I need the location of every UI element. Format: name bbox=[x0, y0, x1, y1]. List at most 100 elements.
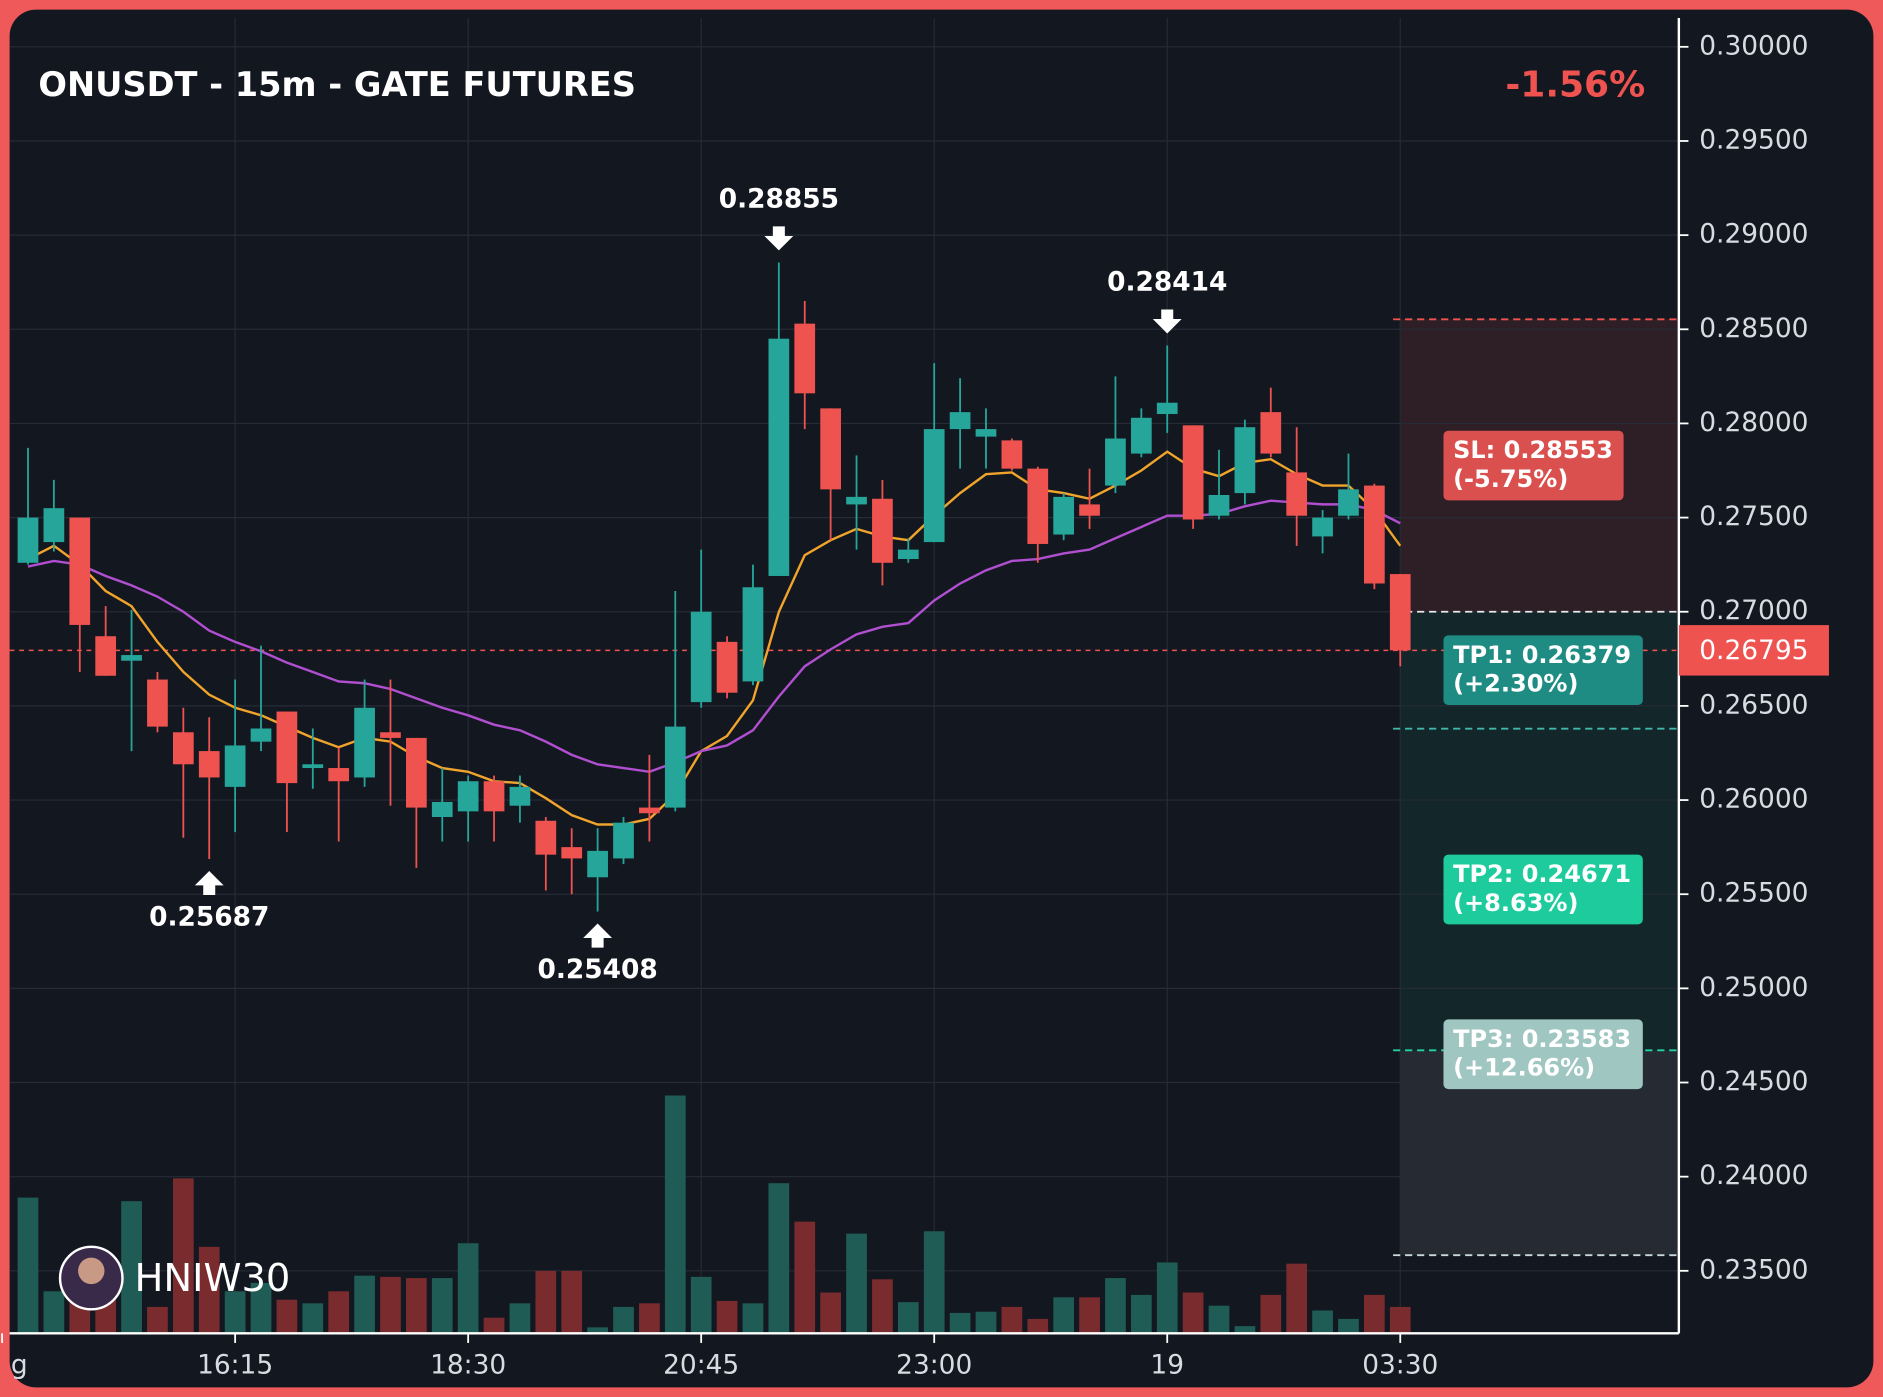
candle-body bbox=[1053, 496, 1075, 535]
volume-bar bbox=[716, 1300, 738, 1334]
volume-bar bbox=[380, 1276, 401, 1334]
volume-bar bbox=[1260, 1294, 1282, 1334]
candle-body bbox=[639, 807, 660, 814]
volume-bar bbox=[483, 1317, 505, 1334]
volume-bar bbox=[1234, 1326, 1256, 1334]
volume-bar bbox=[1053, 1297, 1075, 1334]
volume-bar bbox=[897, 1302, 919, 1334]
volume-bar bbox=[587, 1327, 608, 1334]
y-tick-label: 0.25500 bbox=[1699, 878, 1808, 909]
volume-bar bbox=[794, 1221, 816, 1334]
annotation-arrow bbox=[583, 923, 613, 948]
level-label-box bbox=[1443, 635, 1643, 706]
volume-bar bbox=[43, 1291, 65, 1334]
candle-body bbox=[1234, 427, 1256, 494]
x-tick-label: 20:45 bbox=[663, 1349, 739, 1380]
volume-bar bbox=[872, 1279, 893, 1334]
volume-bar bbox=[1364, 1294, 1385, 1334]
candle-body bbox=[1312, 517, 1333, 537]
annotation-arrow bbox=[194, 871, 224, 896]
volume-bar bbox=[923, 1231, 945, 1334]
volume-bar bbox=[742, 1303, 764, 1334]
moving-average bbox=[27, 450, 1402, 826]
volume-bar bbox=[1389, 1306, 1411, 1334]
volume-bar bbox=[561, 1270, 583, 1334]
candle-body bbox=[1105, 438, 1126, 486]
y-tick-label: 0.27000 bbox=[1699, 595, 1808, 626]
candle-body bbox=[846, 496, 867, 505]
volume-bar bbox=[1105, 1278, 1126, 1334]
volume-bar bbox=[820, 1292, 841, 1334]
candle-body bbox=[1364, 485, 1385, 584]
volume-bar bbox=[1027, 1318, 1049, 1334]
candle-body bbox=[1286, 472, 1308, 516]
volume-bar bbox=[975, 1311, 997, 1334]
watermark: HNIW30 bbox=[135, 1256, 291, 1301]
candle-body bbox=[1001, 440, 1023, 469]
volume-bar bbox=[431, 1278, 453, 1334]
candle-body bbox=[276, 711, 298, 784]
candle-body bbox=[380, 732, 401, 738]
volume-bar bbox=[1208, 1305, 1230, 1334]
y-tick-label: 0.26000 bbox=[1699, 784, 1808, 815]
candle-body bbox=[224, 745, 246, 787]
y-tick-label: 0.25000 bbox=[1699, 972, 1808, 1003]
candle-body bbox=[172, 732, 194, 765]
candle-body bbox=[302, 764, 324, 769]
volume-bar bbox=[1156, 1262, 1178, 1334]
candle-body bbox=[768, 338, 790, 576]
candle-body bbox=[1156, 402, 1178, 415]
volume-bar bbox=[639, 1303, 660, 1334]
candle-body bbox=[820, 408, 841, 490]
volume-bar bbox=[328, 1291, 350, 1334]
candle-body bbox=[1338, 489, 1359, 516]
candle-body bbox=[95, 636, 117, 676]
annotation-label: 0.28414 bbox=[1107, 267, 1227, 298]
x-tick-label: 18:30 bbox=[430, 1349, 506, 1380]
volume-bar bbox=[509, 1303, 531, 1334]
candle-body bbox=[250, 728, 272, 742]
candle-body bbox=[872, 498, 893, 563]
level-label: TP3: 0.23583 bbox=[1453, 1025, 1631, 1053]
candle-body bbox=[43, 508, 65, 543]
candle-body bbox=[198, 751, 220, 778]
candle-body bbox=[1027, 468, 1049, 544]
level-sublabel: (+12.66%) bbox=[1453, 1054, 1595, 1082]
level-sublabel: (-5.75%) bbox=[1453, 465, 1568, 493]
chart-title: ONUSDT - 15m - GATE FUTURES bbox=[38, 65, 636, 104]
volume-bar bbox=[664, 1095, 686, 1334]
candle-body bbox=[897, 549, 919, 560]
moving-average bbox=[27, 499, 1401, 774]
volume-bar bbox=[354, 1275, 375, 1334]
volume-bar bbox=[690, 1276, 712, 1334]
volume-bar bbox=[1286, 1263, 1308, 1334]
level-label-box bbox=[1443, 1019, 1643, 1090]
y-tick-label: 0.24000 bbox=[1699, 1160, 1808, 1191]
volume-bar bbox=[172, 1178, 194, 1334]
candle-body bbox=[794, 323, 816, 394]
x-tick-label: 16:15 bbox=[197, 1349, 273, 1380]
volume-bar bbox=[406, 1278, 427, 1334]
candle-body bbox=[1389, 574, 1411, 651]
candle-body bbox=[716, 641, 738, 693]
last-price-box bbox=[1678, 625, 1829, 676]
volume-bar bbox=[457, 1243, 479, 1334]
level-label: TP1: 0.26379 bbox=[1453, 641, 1631, 669]
last-price-label: 0.26795 bbox=[1699, 635, 1808, 666]
y-tick-label: 0.28500 bbox=[1699, 313, 1808, 344]
candle-body bbox=[1208, 494, 1230, 516]
x-tick-label: 23:00 bbox=[896, 1349, 972, 1380]
candle-body bbox=[949, 412, 971, 430]
volume-bar bbox=[121, 1201, 142, 1334]
candle-body bbox=[1079, 504, 1100, 516]
candle-body bbox=[1130, 417, 1152, 454]
annotation-label: 0.28855 bbox=[719, 183, 839, 214]
candle-body bbox=[17, 517, 39, 563]
annotation-label: 0.25408 bbox=[537, 954, 657, 985]
volume-bar bbox=[17, 1197, 39, 1334]
volume-bar bbox=[1182, 1292, 1204, 1334]
candle-body bbox=[457, 781, 479, 812]
y-tick-label: 0.23500 bbox=[1699, 1254, 1808, 1285]
